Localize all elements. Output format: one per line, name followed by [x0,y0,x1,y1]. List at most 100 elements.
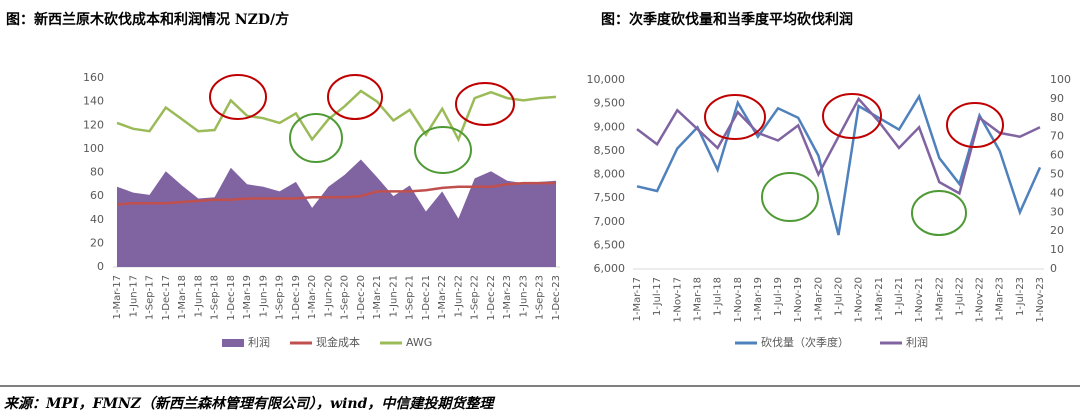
y-tick-label: 8,500 [594,144,626,157]
legend-label: 砍伐量（次季度） [761,335,849,349]
x-tick-label: 1-Mar-19 [753,277,764,322]
x-tick-label: 1-Sep-19 [275,275,286,320]
y-tick-label: 6,000 [594,262,626,275]
y2-tick-label: 20 [1050,224,1064,237]
x-tick-label: 1-Nov-17 [672,277,683,323]
y-tick-label: 10,000 [587,73,626,86]
annotations [209,74,1004,236]
x-tick-label: 1-Jul-22 [954,277,965,316]
x-tick-label: 1-Dec-19 [291,275,302,321]
x-tick-label: 1-Dec-20 [356,275,367,321]
x-tick-label: 1-Mar-18 [177,275,188,320]
legend-label: AWG [406,336,432,349]
y-tick-label: 160 [83,71,104,84]
x-tick-label: 1-Mar-17 [112,275,123,320]
x-tick-label: 1-Sep-22 [470,275,481,320]
x-tick-label: 1-Jul-17 [652,277,663,316]
y-tick-label: 20 [90,236,104,249]
x-tick-label: 1-Dec-22 [486,275,497,321]
x-tick-label: 1-Mar-20 [813,277,824,322]
x-tick-label: 1-Nov-18 [733,277,744,323]
y-tick-label: 60 [90,189,104,202]
x-tick-label: 1-Nov-20 [854,277,865,323]
highlight-circle [209,74,267,120]
x-tick-label: 1-Jul-21 [894,277,905,316]
highlight-circle [289,113,343,163]
line [116,181,556,206]
x-tick-label: 1-Nov-21 [914,277,925,323]
y-tick-label: 7,000 [594,215,626,228]
y-tick-label: 100 [83,142,104,155]
x-tick-label: 1-Sep-20 [340,275,351,320]
x-tick-label: 1-Jun-21 [388,275,399,318]
x-tick-label: 1-Nov-23 [1035,277,1046,323]
y2-tick-label: 50 [1050,168,1064,181]
source-note: 来源：MPI，FMNZ（新西兰森林管理有限公司），wind，中信建投期货整理 [4,395,495,412]
y-tick-label: 9,500 [594,97,626,110]
y2-tick-label: 80 [1050,111,1064,124]
highlight-circle [761,172,819,222]
chart-title: 图：新西兰原木砍伐成本和利润情况 NZD/方 [6,11,289,28]
x-tick-label: 1-Mar-18 [692,277,703,322]
x-tick-label: 1-Jun-22 [453,275,464,318]
x-tick-label: 1-Sep-23 [535,275,546,320]
x-tick-label: 1-Mar-23 [502,275,513,320]
line [636,96,1041,196]
x-tick-label: 1-Jul-19 [773,277,784,316]
x-tick-label: 1-Jul-20 [834,277,845,316]
y2-tick-label: 30 [1050,205,1064,218]
x-tick-label: 1-Jun-20 [323,275,334,318]
y2-tick-label: 90 [1050,92,1064,105]
x-tick-label: 1-Jun-23 [518,275,529,318]
y-tick-label: 6,500 [594,238,626,251]
y-tick-label: 7,500 [594,191,626,204]
x-tick-label: 1-Jul-18 [713,277,724,316]
highlight-circle [822,93,882,139]
x-tick-label: 1-Dec-18 [226,275,237,321]
x-tick-label: 1-Mar-22 [437,275,448,320]
x-tick-label: 1-Sep-21 [405,275,416,320]
highlight-circle [327,74,383,120]
area [117,159,556,267]
x-tick-label: 1-Jun-18 [193,275,204,318]
y-tick-label: 0 [97,260,104,273]
legend-label: 利润 [906,335,928,349]
x-tick-label: 1-Jun-19 [258,275,269,318]
y2-tick-label: 0 [1050,262,1057,275]
x-tick-label: 1-Mar-21 [874,277,885,322]
x-tick-label: 1-Sep-17 [145,275,156,320]
y2-tick-label: 100 [1050,73,1071,86]
y2-tick-label: 70 [1050,130,1064,143]
y-tick-label: 8,000 [594,168,626,181]
y-tick-label: 120 [83,118,104,131]
x-tick-label: 1-Jun-17 [128,275,139,318]
y2-tick-label: 10 [1050,243,1064,256]
y2-tick-label: 40 [1050,186,1064,199]
line [116,89,557,143]
x-tick-label: 1-Nov-19 [793,277,804,323]
y-tick-label: 40 [90,213,104,226]
legend-swatch [222,339,244,347]
legend-label: 利润 [248,335,270,349]
x-tick-label: 1-Nov-22 [975,277,986,323]
x-tick-label: 1-Mar-20 [307,275,318,320]
y2-tick-label: 60 [1050,149,1064,162]
chart-title: 图：次季度砍伐量和当季度平均砍伐利润 [601,11,853,28]
highlight-circle [911,190,967,236]
y-tick-label: 80 [90,166,104,179]
highlight-circle [455,82,515,126]
x-tick-label: 1-Mar-19 [242,275,253,320]
x-tick-label: 1-Dec-21 [421,275,432,321]
highlight-circle [946,102,1004,148]
x-tick-label: 1-Dec-17 [161,275,172,321]
x-tick-label: 1-Jul-23 [1015,277,1026,316]
x-tick-label: 1-Mar-23 [995,277,1006,322]
legend-label: 现金成本 [316,335,360,349]
y-tick-label: 9,000 [594,120,626,133]
highlight-circle [704,94,766,140]
x-tick-label: 1-Mar-17 [632,277,643,322]
highlight-circle [414,126,472,174]
x-tick-label: 1-Mar-21 [372,275,383,320]
